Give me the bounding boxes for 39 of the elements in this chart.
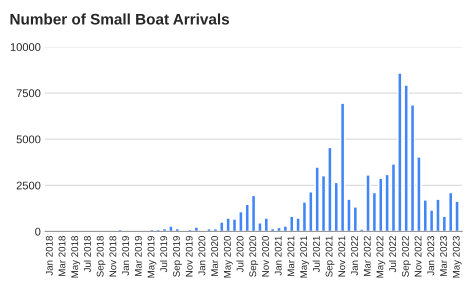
y-tick-label: 2500 [16,182,40,190]
x-tick-label: Mar 2022 [364,236,371,276]
x-tick-label: May 2020 [224,236,233,278]
x-tick-label: Mar 2021 [287,236,294,276]
x-tick-label: May 2023 [452,236,462,278]
x-tick-label: Nov 2022 [414,236,422,276]
x-tick-label: May 2019 [148,236,156,278]
x-tick-label: Mar 2019 [134,236,142,276]
x-tick-label: Sep 2020 [249,236,258,277]
x-tick-label: Jan 2019 [122,236,130,276]
x-tick-label: Jan 2023 [427,236,434,276]
x-tick-label: Jan 2022 [351,236,358,276]
x-tick-label: Nov 2019 [186,236,193,276]
chart-title: Number of Small Boat Arrivals [10,13,230,25]
x-tick-label: Sep 2018 [96,236,106,277]
y-tick-label: 5000 [16,135,40,144]
x-tick-label: Sep 2019 [173,236,182,277]
x-tick-label: Nov 2020 [262,236,269,276]
x-tick-label: Nov 2021 [338,236,346,276]
x-tick-label: May 2022 [376,236,386,278]
x-tick-label: Jan 2018 [46,236,53,276]
x-tick-label: Nov 2018 [109,236,116,276]
x-tick-label: Jul 2022 [388,236,396,272]
y-tick-label: 7500 [16,89,40,98]
x-tick-label: Mar 2023 [440,236,447,276]
x-tick-label: Sep 2022 [402,236,411,277]
x-tick-label: Sep 2021 [326,236,334,277]
x-tick-label: May 2018 [71,236,80,278]
y-tick-label: 10000 [10,43,40,52]
x-tick-label: Jul 2018 [84,236,91,272]
x-tick-label: Mar 2020 [211,236,218,276]
x-tick-label: Jan 2020 [198,236,206,276]
x-tick-label: Jul 2020 [236,236,244,272]
y-tick-label: 0 [35,228,40,236]
x-tick-label: Mar 2018 [58,236,66,276]
x-tick-label: Jul 2019 [160,236,168,272]
x-tick-label: Jul 2021 [312,236,320,272]
x-tick-label: May 2021 [300,236,309,278]
x-tick-label: Jan 2021 [274,236,282,276]
